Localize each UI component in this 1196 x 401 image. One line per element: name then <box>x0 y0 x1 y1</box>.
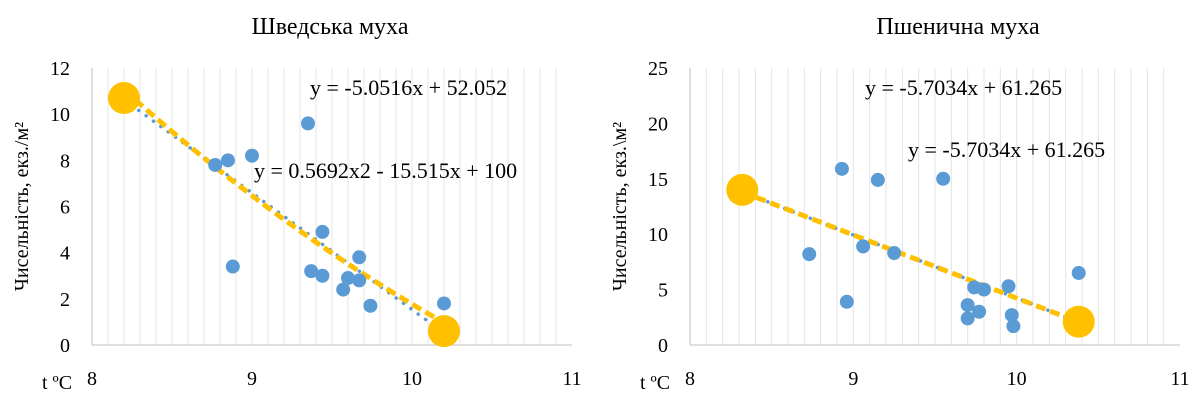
data-point <box>341 271 355 286</box>
gridlines <box>107 68 557 345</box>
x-tick-label: 10 <box>1007 368 1027 390</box>
scatter-chart-swedish-fly: Шведська муха 0 2 4 6 8 10 12 8 9 10 11 Чисельність,… <box>11 14 582 394</box>
y-axis-label: Чисельність, екз./м² <box>11 122 33 291</box>
data-point <box>834 161 849 176</box>
data-point <box>802 247 817 262</box>
highlight-point <box>428 315 460 348</box>
y-tick-label: 25 <box>648 58 668 80</box>
y-tick-label: 10 <box>50 104 70 126</box>
y-tick-label: 0 <box>658 335 668 357</box>
data-point <box>936 171 951 186</box>
scatter-chart-wheat-fly: Пшенична муха 0 5 10 15 20 25 8 9 10 11 Чисельність… <box>609 14 1190 394</box>
y-tick-label: 15 <box>648 169 668 191</box>
data-point <box>887 246 902 261</box>
data-point <box>870 172 885 187</box>
y-tick-label: 12 <box>50 58 70 80</box>
series-1 <box>108 82 460 348</box>
data-point <box>839 294 854 309</box>
x-tick-label: 8 <box>685 368 695 390</box>
data-point <box>960 298 975 313</box>
chart-title: Шведська муха <box>251 14 408 40</box>
y-tick-label: 0 <box>60 335 70 357</box>
series-0 <box>802 161 1086 334</box>
y-tick-label: 2 <box>60 289 70 311</box>
data-point <box>1001 279 1016 294</box>
data-point <box>1004 308 1019 323</box>
y-tick-label: 10 <box>648 224 668 246</box>
trendline-equation: y = 0.5692x2 - 15.515x + 100 <box>254 158 517 183</box>
trendline-equation: y = -5.0516x + 52.052 <box>310 75 507 100</box>
data-point <box>221 153 235 168</box>
data-point <box>972 304 987 319</box>
data-point <box>960 311 975 326</box>
y-tick-label: 20 <box>648 113 668 135</box>
chart-panel-wheat-fly: Пшенична муха 0 5 10 15 20 25 8 9 10 11 Чисельність… <box>598 0 1196 401</box>
x-tick-label: 9 <box>848 368 858 390</box>
y-tick-label: 4 <box>60 243 70 265</box>
series-0 <box>208 116 451 313</box>
x-tick-label: 11 <box>562 368 581 390</box>
highlight-point <box>1062 305 1095 338</box>
y-tick-label: 6 <box>60 197 70 219</box>
data-point <box>245 148 259 163</box>
trendline-equation: y = -5.7034x + 61.265 <box>908 137 1105 162</box>
x-axis-label: t ºC <box>42 372 72 394</box>
chart-title: Пшенична муха <box>876 14 1040 40</box>
y-tick-label: 5 <box>658 280 668 302</box>
data-point <box>1006 319 1021 334</box>
data-point <box>208 157 223 172</box>
data-point <box>352 250 367 265</box>
data-point <box>336 282 351 297</box>
x-tick-label: 11 <box>1170 368 1189 390</box>
data-point <box>1071 265 1086 280</box>
data-point <box>304 264 319 279</box>
chart-panel-swedish-fly: Шведська муха 0 2 4 6 8 10 12 8 9 10 11 Чисельність,… <box>11 14 582 394</box>
trendline-dashed <box>741 189 1080 325</box>
x-axis-label: t ºC <box>640 372 670 394</box>
x-tick-label: 9 <box>247 368 257 390</box>
y-axis-label: Чисельність, екз.\м² <box>609 122 631 291</box>
trendline-equation: y = -5.7034x + 61.265 <box>865 75 1062 100</box>
data-point <box>856 239 871 254</box>
highlight-point <box>108 82 140 115</box>
y-tick-label: 8 <box>60 150 70 172</box>
data-point <box>977 282 991 297</box>
data-point <box>363 298 378 313</box>
data-point <box>315 224 330 239</box>
trendline-dashed <box>122 88 446 325</box>
data-point <box>225 259 240 274</box>
highlight-point <box>726 173 759 206</box>
data-point <box>315 268 330 283</box>
x-tick-label: 10 <box>402 368 422 390</box>
data-point <box>352 273 367 288</box>
x-tick-label: 8 <box>87 368 97 390</box>
series-1 <box>726 173 1095 338</box>
data-point <box>301 116 315 131</box>
data-point <box>437 296 451 311</box>
